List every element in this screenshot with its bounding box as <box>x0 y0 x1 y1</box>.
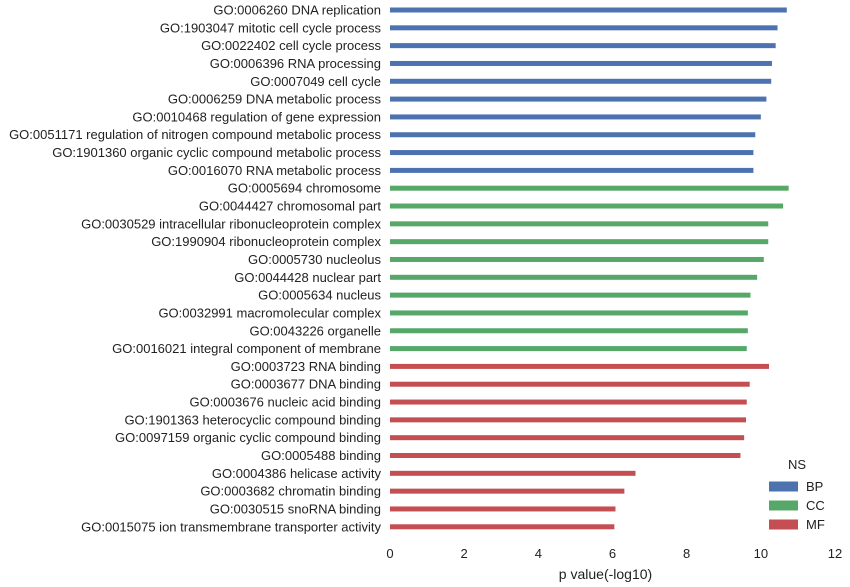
bars-layer <box>390 7 789 530</box>
category-label: GO:0003723 RNA binding <box>231 359 381 374</box>
bar <box>390 96 767 102</box>
category-labels: GO:0006260 DNA replication GO:1903047 mit… <box>9 3 381 535</box>
x-axis-label: p value(-log10) <box>559 566 652 582</box>
category-label: GO:0006396 RNA processing <box>210 56 381 71</box>
bar <box>390 453 741 458</box>
category-label: GO:0016021 integral component of membran… <box>112 341 381 356</box>
legend: NS BP CC MF <box>769 457 825 532</box>
x-tick-label: 4 <box>535 546 542 561</box>
bar <box>390 435 745 441</box>
category-label: GO:1903047 mitotic cell cycle process <box>160 20 382 35</box>
legend-swatch <box>769 481 798 492</box>
bar <box>390 310 748 316</box>
bar <box>390 256 764 262</box>
bar <box>390 221 769 227</box>
category-label: GO:0051171 regulation of nitrogen compou… <box>9 127 381 142</box>
x-tick-label: 2 <box>461 546 468 561</box>
bar <box>390 203 784 209</box>
category-label: GO:0005634 nucleus <box>258 288 381 303</box>
category-label: GO:0006259 DNA metabolic process <box>168 92 382 107</box>
bar <box>390 346 747 352</box>
legend-swatch <box>769 519 798 530</box>
category-label: GO:0032991 macromolecular complex <box>158 305 381 320</box>
x-tick-label: 12 <box>828 546 842 561</box>
category-label: GO:0043226 organelle <box>249 323 381 338</box>
bar <box>390 167 754 173</box>
category-label: GO:0003676 nucleic acid binding <box>189 395 381 410</box>
category-label: GO:0016070 RNA metabolic process <box>168 163 382 178</box>
legend-entry-label: BP <box>806 479 823 494</box>
bar <box>390 43 776 49</box>
bar <box>390 417 746 423</box>
category-label: GO:0030529 intracellular ribonucleoprote… <box>81 216 381 231</box>
category-label: GO:1901360 organic cyclic compound metab… <box>52 145 381 160</box>
legend-title: NS <box>788 457 806 472</box>
category-label: GO:0006260 DNA replication <box>213 3 381 18</box>
bar <box>390 78 772 84</box>
bar <box>390 185 789 191</box>
category-label: GO:0097159 organic cyclic compound bindi… <box>115 430 381 445</box>
legend-entry-label: CC <box>806 498 825 513</box>
bar <box>390 292 751 298</box>
category-label: GO:0010468 regulation of gene expression <box>132 109 381 124</box>
bar <box>390 25 778 31</box>
category-label: GO:0005488 binding <box>261 448 381 463</box>
x-tick-label: 8 <box>683 546 690 561</box>
x-tick-label: 6 <box>609 546 616 561</box>
category-label: GO:1990904 ribonucleoprotein complex <box>151 234 381 249</box>
bar <box>390 150 754 156</box>
legend-swatch <box>769 500 798 511</box>
category-label: GO:0003682 chromatin binding <box>200 484 381 499</box>
bar <box>390 60 772 66</box>
category-label: GO:0022402 cell cycle process <box>201 38 381 53</box>
bar <box>390 363 769 369</box>
category-label: GO:0003677 DNA binding <box>231 377 381 392</box>
bar <box>390 470 636 476</box>
category-label: GO:0005694 chromosome <box>228 181 381 196</box>
bar <box>390 274 758 280</box>
bar <box>390 328 748 334</box>
category-label: GO:0015075 ion transmembrane transporter… <box>81 519 381 534</box>
bar <box>390 488 625 494</box>
bar <box>390 381 750 387</box>
x-tick-label: 0 <box>386 546 393 561</box>
category-label: GO:0005730 nucleolus <box>248 252 381 267</box>
category-label: GO:0044427 chromosomal part <box>199 199 381 214</box>
x-axis: 0 2 4 6 8 10 12 <box>386 546 842 561</box>
bar <box>390 132 756 138</box>
bar <box>390 114 761 120</box>
category-label: GO:1901363 heterocyclic compound binding <box>124 412 381 427</box>
bar <box>390 524 615 530</box>
bar <box>390 7 787 13</box>
category-label: GO:0044428 nuclear part <box>234 270 381 285</box>
x-tick-label: 10 <box>754 546 768 561</box>
category-label: GO:0004386 helicase activity <box>212 466 382 481</box>
bar <box>390 399 747 405</box>
bar <box>390 239 769 245</box>
category-label: GO:0007049 cell cycle <box>250 74 381 89</box>
legend-entry-label: MF <box>806 517 825 532</box>
bar <box>390 506 616 512</box>
category-label: GO:0030515 snoRNA binding <box>210 501 381 516</box>
